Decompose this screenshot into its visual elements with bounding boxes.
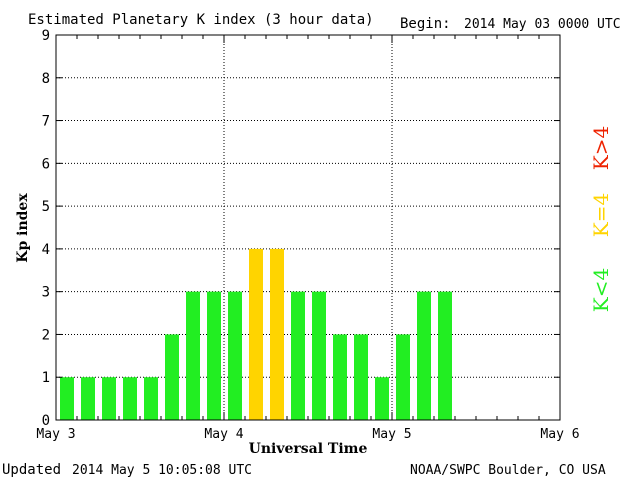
kp-bar (60, 377, 74, 420)
kp-bar (144, 377, 158, 420)
kp-bar (249, 248, 263, 420)
kp-bar (102, 377, 116, 420)
kp-bar (291, 291, 305, 420)
y-tick-label: 2 (42, 327, 50, 343)
x-axis-label: Universal Time (249, 441, 368, 457)
kp-bar (438, 291, 452, 420)
x-tick-label: May 4 (204, 427, 243, 442)
kp-bar (123, 377, 137, 420)
y-tick-label: 0 (42, 413, 50, 429)
y-tick-label: 3 (42, 285, 50, 301)
updated-value: 2014 May 5 10:05:08 UTC (72, 463, 252, 478)
y-tick-label: 1 (42, 370, 50, 386)
begin-label: Begin: (400, 16, 451, 32)
kp-bar (396, 334, 410, 420)
kp-bar (81, 377, 95, 420)
y-tick-label: 4 (42, 242, 50, 258)
kp-bar (165, 334, 179, 420)
x-tick-label: May 5 (372, 427, 411, 442)
updated-label: Updated (2, 462, 61, 478)
y-tick-label: 8 (42, 71, 50, 87)
kp-bar (207, 291, 221, 420)
kp-bar (270, 248, 284, 420)
y-tick-label: 7 (42, 114, 50, 130)
x-tick-labels: May 3 May 4 May 5 May 6 (36, 427, 579, 442)
x-tick-label: May 6 (540, 427, 579, 442)
kp-bar (186, 291, 200, 420)
kp-bar (375, 377, 389, 420)
y-tick-label: 5 (42, 199, 50, 215)
bars (60, 248, 452, 420)
begin-value: 2014 May 03 0000 UTC (464, 17, 621, 32)
legend-k-equal-4: K=4 (589, 193, 613, 237)
kp-bar (333, 334, 347, 420)
plot-frame (55, 34, 561, 421)
kp-bar (312, 291, 326, 420)
y-tick-label: 9 (42, 28, 50, 44)
chart-title: Estimated Planetary K index (3 hour data… (28, 12, 374, 28)
legend-k-below-4: K<4 (589, 268, 613, 312)
y-tick-labels: 0 1 2 3 4 5 6 7 8 9 (42, 28, 50, 429)
y-axis-label: Kp index (15, 193, 31, 263)
legend-k-above-4: K>4 (589, 126, 613, 170)
y-tick-label: 6 (42, 156, 50, 172)
axis-ticks (55, 34, 561, 421)
credit-text: NOAA/SWPC Boulder, CO USA (410, 463, 606, 478)
x-tick-label: May 3 (36, 427, 75, 442)
kp-bar (354, 334, 368, 420)
kp-bar (417, 291, 431, 420)
kp-bar (228, 291, 242, 420)
grid-lines (56, 35, 560, 420)
